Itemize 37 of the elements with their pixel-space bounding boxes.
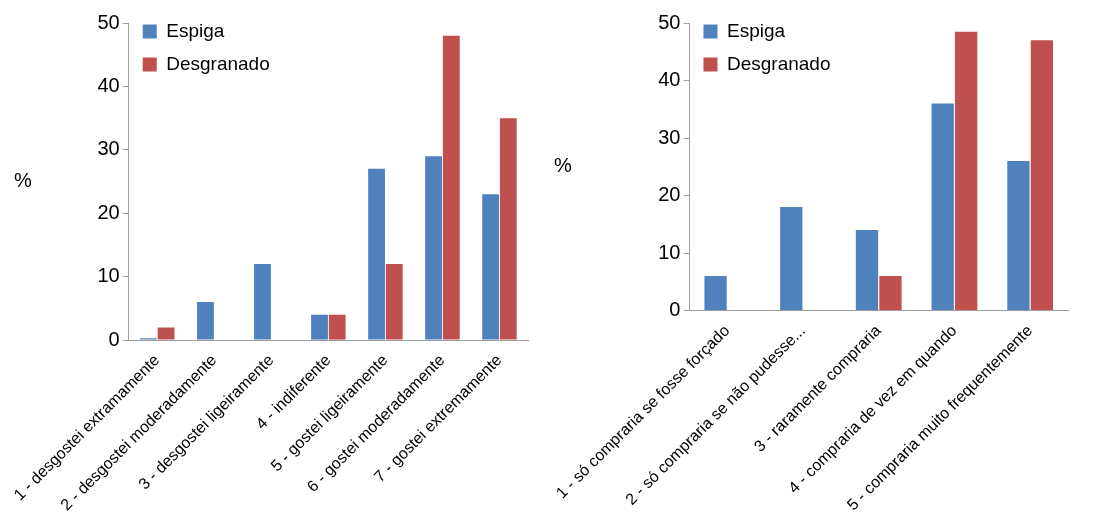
bar xyxy=(855,230,879,311)
y-tick-label: 0 xyxy=(669,298,681,321)
bar xyxy=(197,302,214,340)
bar xyxy=(157,327,175,340)
legend-label: Espiga xyxy=(726,19,786,41)
y-tick-label: 40 xyxy=(97,73,120,96)
y-tick-label: 20 xyxy=(97,200,120,223)
y-tick-label: 30 xyxy=(97,137,120,160)
bar xyxy=(311,314,328,340)
bar xyxy=(425,156,442,340)
y-tick-label: 20 xyxy=(658,183,681,206)
legend-label: Desgranado xyxy=(726,52,831,74)
bar xyxy=(368,168,385,340)
bar xyxy=(879,276,902,311)
y-axis-title: % xyxy=(554,154,572,177)
bar xyxy=(254,264,271,340)
y-tick-label: 50 xyxy=(658,10,681,33)
bar xyxy=(482,194,500,340)
legend-label: Desgranado xyxy=(166,52,270,74)
y-tick-label: 10 xyxy=(658,240,681,263)
bar xyxy=(442,35,460,340)
y-tick-label: 10 xyxy=(97,264,120,287)
bar xyxy=(1007,161,1030,311)
bar xyxy=(328,314,346,340)
bar xyxy=(931,103,954,311)
y-tick-label: 30 xyxy=(658,125,681,148)
y-axis-title: % xyxy=(14,169,32,192)
bar xyxy=(955,31,978,311)
y-tick-label: 50 xyxy=(97,10,120,33)
y-tick-label: 0 xyxy=(108,327,120,350)
y-tick-label: 40 xyxy=(658,68,681,91)
legend-label: Espiga xyxy=(166,19,225,41)
bar xyxy=(704,276,727,311)
bar xyxy=(1030,40,1054,311)
bar xyxy=(385,264,403,340)
bar xyxy=(499,118,517,340)
bar xyxy=(780,207,803,311)
